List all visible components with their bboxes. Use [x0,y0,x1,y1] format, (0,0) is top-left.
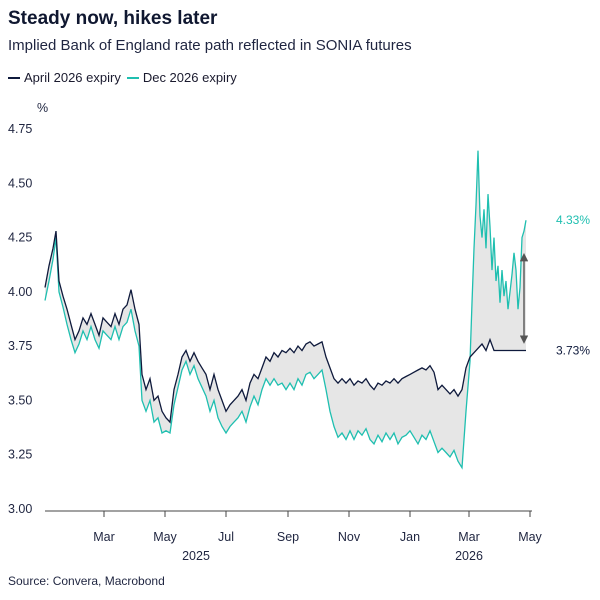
y-axis-label: % [37,101,48,115]
legend-label-dec: Dec 2026 expiry [142,70,237,85]
y-tick-label: 4.50 [8,176,32,190]
chart-subtitle: Implied Bank of England rate path reflec… [8,37,412,54]
legend-swatch-dec [126,76,139,79]
y-tick-label: 3.50 [8,393,32,407]
x-tick-label: May [518,530,542,544]
legend-item-april: April 2026 expiry [8,70,121,85]
y-tick-label: 4.75 [8,122,32,136]
x-tick-label: Mar [93,530,115,544]
x-tick-label: Sep [277,530,299,544]
x-year-label: 2025 [182,549,210,563]
spread-fill [45,150,526,468]
legend-item-dec: Dec 2026 expiry [126,70,237,85]
series-lines [44,150,527,470]
series-line-april [44,230,526,424]
chart-legend: April 2026 expiry Dec 2026 expiry [8,70,243,85]
y-axis: 3.00 3.25 3.50 3.75 4.00 4.25 4.50 4.75% [8,101,48,516]
x-axis: Mar May Jul Sep Nov Jan Mar May 2025 2026 [45,510,543,563]
x-tick-label: May [153,530,177,544]
x-year-label: 2026 [455,549,483,563]
y-tick-label: 4.25 [8,231,32,245]
chart-source: Source: Convera, Macrobond [8,574,165,588]
spread-area [45,150,526,468]
legend-swatch-april [8,76,20,79]
legend-label-april: April 2026 expiry [24,70,121,85]
annotations: 3.73% 4.33% [519,213,590,357]
y-tick-label: 3.00 [8,502,32,516]
end-label-april: 3.73% [556,343,590,357]
y-tick-label: 3.25 [8,448,32,462]
y-tick-label: 3.75 [8,339,32,353]
x-tick-label: Mar [458,530,480,544]
x-tick-label: Nov [338,530,361,544]
series-line-dec [44,150,527,470]
x-tick-label: Jul [218,530,234,544]
y-tick-label: 4.00 [8,285,32,299]
x-tick-label: Jan [400,530,420,544]
end-label-dec: 4.33% [556,213,590,227]
chart-title: Steady now, hikes later [8,8,218,29]
